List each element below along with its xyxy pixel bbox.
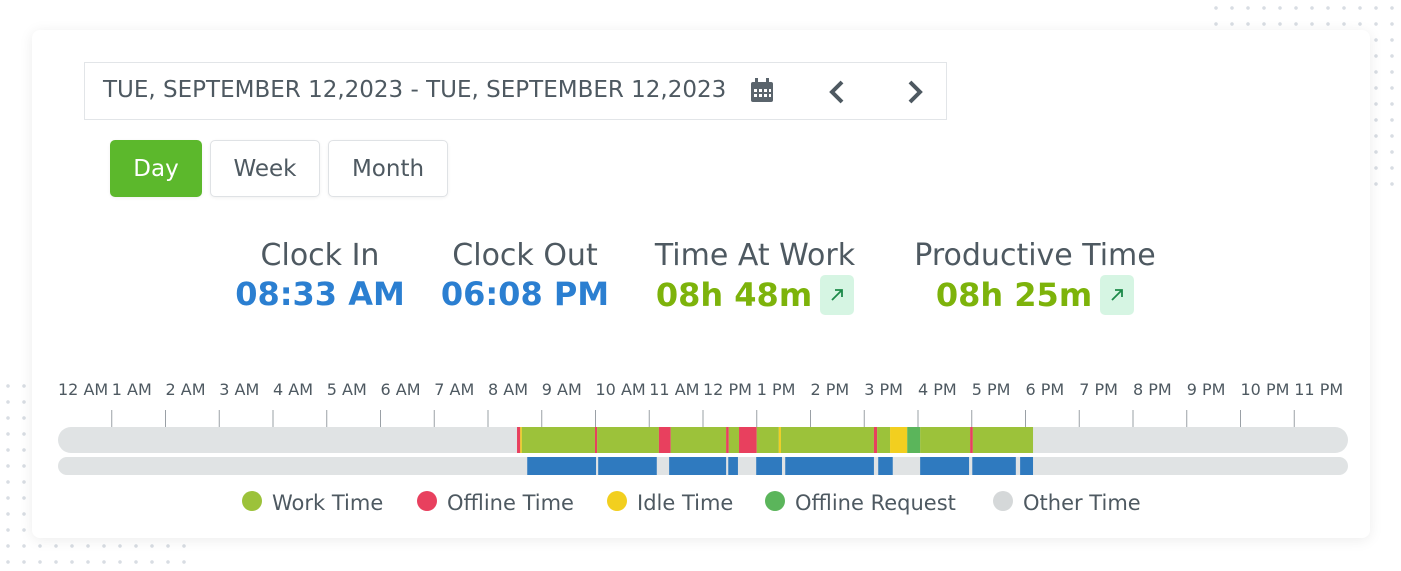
arrow <box>831 289 844 301</box>
hour-label: 8 PM <box>1133 380 1172 399</box>
hour-label: 11 PM <box>1294 380 1343 399</box>
time-segment <box>780 427 874 453</box>
tab-button[interactable]: Month <box>328 140 448 197</box>
hour-label: 2 PM <box>811 380 850 399</box>
activity-segment <box>785 457 874 475</box>
stat: Clock Out 06:08 PM <box>375 238 675 313</box>
time-segment <box>594 427 598 453</box>
time-segment <box>907 427 921 453</box>
time-segment <box>970 427 973 453</box>
stat-label: Productive Time <box>914 238 1156 273</box>
trend-icon <box>820 275 855 315</box>
arrow <box>1111 289 1124 301</box>
stat: Clock In 08:33 AM <box>170 238 470 313</box>
hour-label: 4 AM <box>273 380 313 399</box>
stat-value: 08h 25m <box>935 276 1093 314</box>
activity-segment <box>756 457 783 475</box>
date-range-picker[interactable]: TUE, SEPTEMBER 12,2023 - TUE, SEPTEMBER … <box>84 62 947 120</box>
time-segment <box>756 427 779 453</box>
hour-label: 4 PM <box>918 380 957 399</box>
time-segment <box>726 427 729 453</box>
activity-segment <box>728 457 738 475</box>
activity-segment <box>598 457 657 475</box>
hour-label: 10 PM <box>1241 380 1290 399</box>
stat-value-row: 06:08 PM <box>441 275 609 313</box>
activity-segment <box>527 457 597 475</box>
hour-label: 10 AM <box>596 380 646 399</box>
time-segment <box>597 427 659 453</box>
stat-label: Clock In <box>260 238 380 273</box>
time-segment <box>920 427 971 453</box>
time-segment <box>517 427 521 453</box>
hour-label: 11 AM <box>649 380 699 399</box>
legend-dot <box>993 491 1013 511</box>
time-segment <box>778 427 781 453</box>
time-segment <box>873 427 878 453</box>
stat: Productive Time 08h 25m <box>885 238 1185 315</box>
legend-dot <box>765 491 785 511</box>
activity-segment <box>878 457 893 475</box>
hour-label: 9 AM <box>542 380 582 399</box>
trend-icon <box>1100 275 1135 315</box>
timeline-card: TUE, SEPTEMBER 12,2023 - TUE, SEPTEMBER … <box>32 30 1370 538</box>
stat-value-row: 08h 48m <box>655 275 855 315</box>
next-button[interactable] <box>905 79 925 105</box>
time-segment <box>521 427 595 453</box>
hour-label: 2 AM <box>166 380 206 399</box>
hour-label: 3 PM <box>864 380 903 399</box>
time-segment <box>728 427 740 453</box>
legend-dot <box>242 491 262 511</box>
hour-label: 12 AM <box>58 380 108 399</box>
date-range-text: TUE, SEPTEMBER 12,2023 - TUE, SEPTEMBER … <box>103 77 727 103</box>
stat-value: 08:33 AM <box>235 275 405 313</box>
time-segment <box>890 427 908 453</box>
time-segment <box>658 427 671 453</box>
calendar-icon[interactable] <box>750 78 774 104</box>
legend-label: Idle Time <box>637 491 733 515</box>
hour-label: 1 PM <box>757 380 796 399</box>
activity-segment <box>920 457 970 475</box>
prev-button[interactable] <box>827 79 847 105</box>
hour-label: 12 PM <box>703 380 752 399</box>
hour-label: 3 AM <box>219 380 259 399</box>
legend-label: Work Time <box>272 491 383 515</box>
legend-label: Offline Request <box>795 491 956 515</box>
stat-value-row: 08h 25m <box>935 275 1135 315</box>
time-segment <box>739 427 757 453</box>
legend-label: Offline Time <box>447 491 574 515</box>
time-segment <box>670 427 727 453</box>
activity-segment <box>669 457 727 475</box>
stat-value: 08h 48m <box>655 276 813 314</box>
legend-dot <box>607 491 627 511</box>
hour-label: 6 AM <box>381 380 421 399</box>
hour-label: 5 AM <box>327 380 367 399</box>
legend-dot <box>417 491 437 511</box>
time-segment <box>972 427 1034 453</box>
stat: Time At Work 08h 48m <box>605 238 905 315</box>
tab-button[interactable]: Week <box>210 140 320 197</box>
hour-label: 9 PM <box>1187 380 1226 399</box>
tab-button[interactable]: Day <box>110 140 202 197</box>
stat-label: Time At Work <box>654 238 856 273</box>
hour-label: 7 PM <box>1079 380 1118 399</box>
hour-label: 6 PM <box>1026 380 1065 399</box>
hour-label: 1 AM <box>112 380 152 399</box>
hour-label: 7 AM <box>434 380 474 399</box>
stat-value-row: 08:33 AM <box>235 275 405 313</box>
stat-label: Clock Out <box>452 238 598 273</box>
hour-label: 8 AM <box>488 380 528 399</box>
legend-label: Other Time <box>1023 491 1141 515</box>
time-segment <box>877 427 891 453</box>
stat-value: 06:08 PM <box>440 275 610 313</box>
hour-label: 5 PM <box>972 380 1011 399</box>
activity-segment <box>972 457 1016 475</box>
time-segment <box>520 427 522 453</box>
activity-segment <box>1020 457 1034 475</box>
